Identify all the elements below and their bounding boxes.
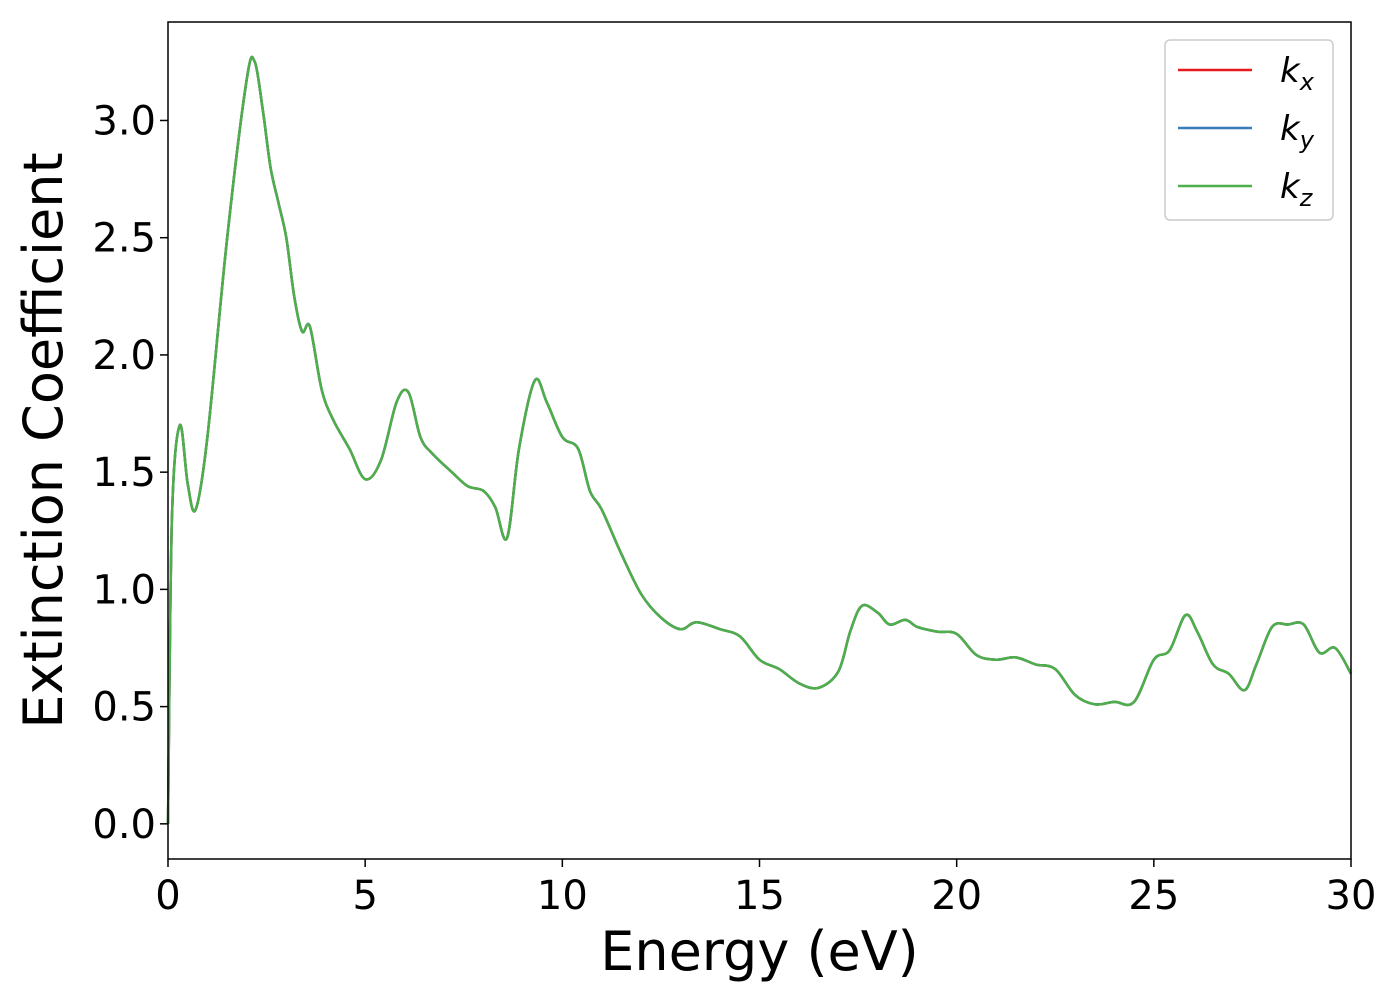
legend-label-x: kx — [1280, 51, 1315, 96]
x-tick-label: 25 — [1128, 873, 1179, 919]
y-tick-label: 1.5 — [92, 450, 156, 496]
x-tick-label: 20 — [931, 873, 982, 919]
x-tick-label: 5 — [352, 873, 377, 919]
x-tick-label: 0 — [155, 873, 180, 919]
series-layer — [166, 55, 1353, 824]
x-axis: 0 5 10 15 20 25 30 — [155, 859, 1376, 919]
y-tick-label: 2.0 — [92, 333, 156, 379]
x-tick-label: 10 — [537, 873, 588, 919]
x-tick-label: 15 — [734, 873, 785, 919]
y-tick-label: 2.5 — [92, 216, 156, 262]
legend-label-z: kz — [1280, 167, 1314, 212]
legend-label-y: ky — [1280, 109, 1315, 154]
series-line-z — [166, 55, 1353, 824]
y-tick-label: 0.0 — [92, 802, 156, 848]
y-tick-label: 3.0 — [92, 98, 156, 144]
y-tick-label: 1.0 — [92, 567, 156, 613]
y-axis-label: Extinction Coefficient — [12, 152, 75, 728]
x-tick-label: 30 — [1326, 873, 1377, 919]
x-axis-label: Energy (eV) — [600, 920, 919, 983]
y-axis: 0.0 0.5 1.0 1.5 2.0 2.5 3.0 — [92, 98, 168, 848]
legend-box — [1164, 39, 1334, 221]
y-tick-label: 0.5 — [92, 685, 156, 731]
legend: kx ky kz — [1164, 39, 1334, 221]
